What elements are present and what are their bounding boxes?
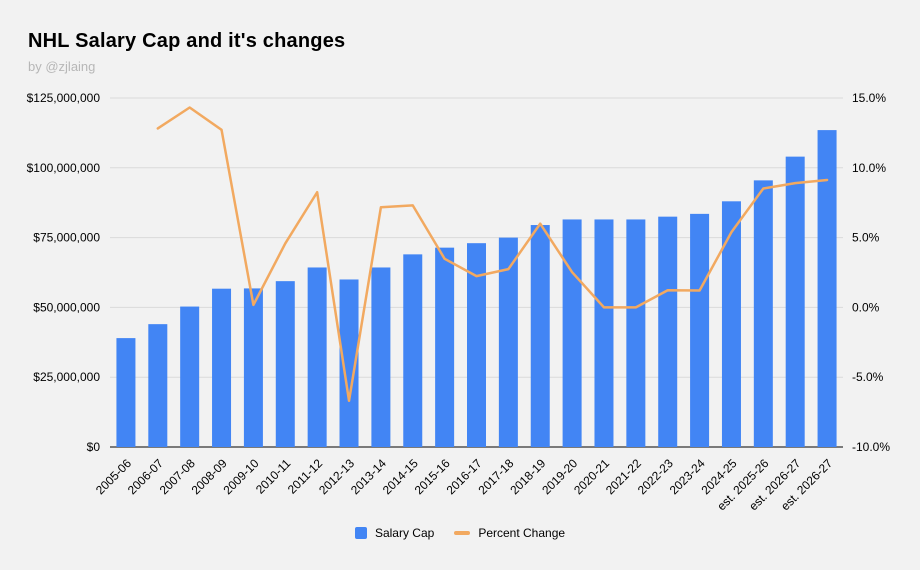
bar-2008-09	[212, 288, 232, 447]
right-axis-tick-label: 10.0%	[852, 161, 886, 175]
legend-label-percent-change: Percent Change	[478, 526, 566, 540]
bar-2018-19	[530, 225, 550, 447]
bar-2012-13	[339, 279, 359, 447]
right-axis-tick-label: 5.0%	[852, 231, 880, 245]
legend: Salary Cap Percent Change	[0, 526, 920, 540]
bar-2021-22	[626, 219, 646, 447]
left-axis-tick-label: $100,000,000	[27, 161, 101, 175]
legend-item-percent-change: Percent Change	[454, 526, 565, 540]
legend-item-salary-cap: Salary Cap	[354, 526, 435, 540]
bar-2019-20	[562, 219, 582, 447]
chart-subtitle: by @zjlaing	[28, 59, 96, 74]
bar-2016-17	[467, 243, 486, 447]
right-axis-tick-label: 0.0%	[852, 300, 880, 314]
chart-title: NHL Salary Cap and it's changes	[28, 30, 346, 52]
bar-2006-07	[148, 324, 168, 447]
bar-2015-16	[435, 247, 455, 447]
right-axis-tick-label: -5.0%	[852, 370, 884, 384]
bar-2013-14	[371, 267, 391, 447]
left-axis-tick-label: $0	[87, 440, 101, 454]
bar-2017-18	[498, 237, 518, 447]
right-axis-tick-label: 15.0%	[852, 91, 886, 105]
x-axis-label-2009-10: 2009-10	[220, 456, 261, 497]
bar-est. 2025-26	[753, 180, 773, 447]
left-axis-tick-label: $125,000,000	[27, 91, 101, 105]
bar-2020-21	[594, 219, 614, 447]
right-axis-tick-label: -10.0%	[852, 440, 890, 454]
chart-plot: $125,000,000 15.0% $100,000,000 10.0% $75,00…	[27, 91, 891, 513]
salary-cap-swatch-icon	[354, 527, 367, 539]
bar-2007-08	[180, 306, 200, 447]
left-axis-tick-label: $25,000,000	[33, 370, 100, 384]
bar-2024-25	[721, 201, 741, 447]
bar-est. 2026-27	[817, 130, 837, 447]
bar-2022-23	[658, 216, 678, 447]
left-axis-tick-label: $50,000,000	[33, 300, 100, 314]
bar-2011-12	[307, 267, 327, 447]
bar-est. 2026-27	[785, 156, 805, 447]
legend-label-salary-cap: Salary Cap	[374, 526, 435, 540]
bar-2009-10	[243, 288, 263, 447]
bar-2014-15	[403, 254, 423, 447]
bar-2023-24	[690, 213, 710, 447]
left-axis-tick-label: $75,000,000	[33, 231, 100, 245]
bar-2005-06	[116, 338, 136, 447]
bar-2010-11	[275, 281, 295, 447]
percent-change-swatch-icon	[454, 531, 471, 535]
percent-change-line	[156, 106, 829, 403]
